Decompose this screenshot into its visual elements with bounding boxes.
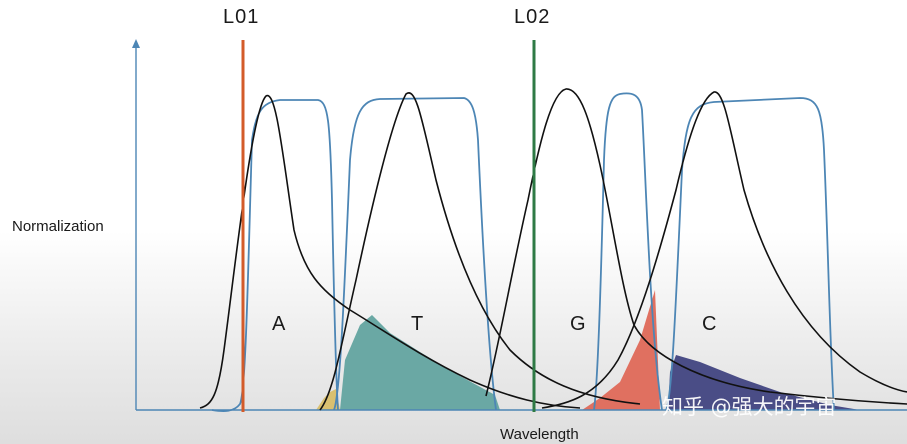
filter-curve-g	[593, 92, 663, 411]
y-axis-label: Normalization	[12, 218, 104, 235]
emission-curve-g	[485, 88, 907, 405]
x-axis-label: Wavelength	[500, 426, 579, 443]
filter-curve-c	[665, 97, 835, 411]
emission-curve-a	[199, 94, 581, 409]
dye-label-g: G	[570, 313, 586, 335]
overlap-region-t-g	[340, 315, 500, 410]
laser-label-l01: L01	[223, 6, 259, 28]
y-axis-arrow-icon	[132, 39, 140, 48]
watermark: 知乎 @强大的宇宙	[662, 395, 837, 419]
dye-label-t: T	[411, 313, 423, 335]
emission-curve-c	[541, 91, 907, 409]
overlap-region-c-tail	[668, 355, 860, 410]
laser-label-l02: L02	[514, 6, 550, 28]
dye-label-c: C	[702, 313, 716, 335]
emission-curve-t	[319, 92, 641, 411]
filter-curve-a	[211, 99, 339, 412]
dye-label-a: A	[272, 313, 286, 335]
overlap-region-g-c	[582, 290, 660, 410]
overlap-region-a-t	[316, 389, 340, 410]
filter-curve-t	[333, 97, 497, 411]
